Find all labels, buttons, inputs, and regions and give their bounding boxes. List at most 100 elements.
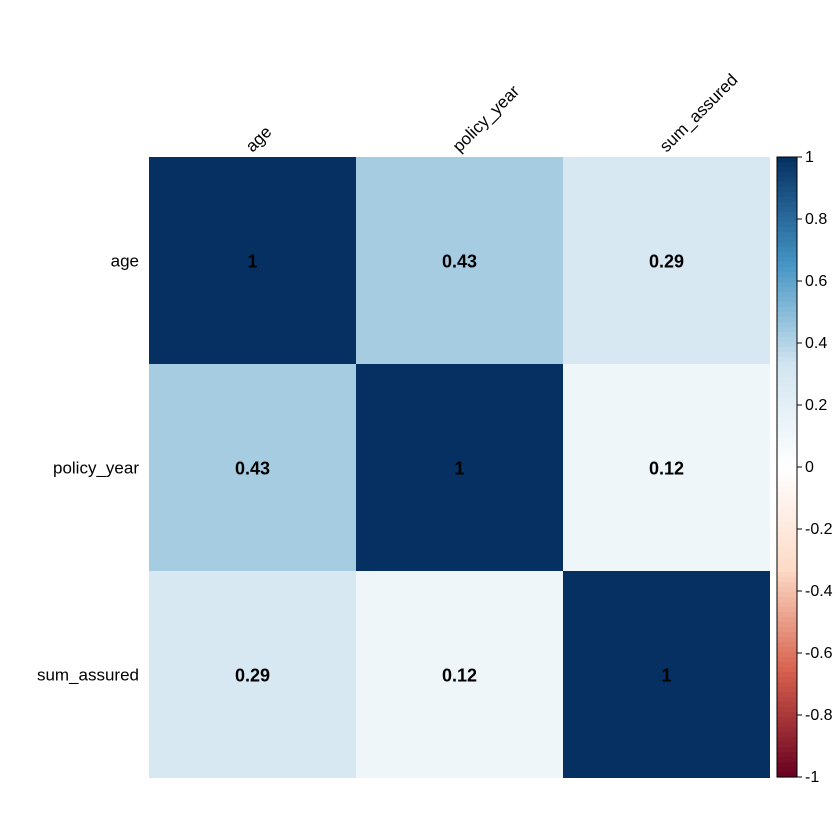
colorbar-segment [777,382,797,388]
colorbar-segment [777,572,797,578]
colorbar-segment [777,287,797,293]
colorbar-segment [777,307,797,313]
colorbar-segment [777,212,797,218]
heatmap-cell-age-age [149,157,356,364]
colorbar-segment [777,612,797,618]
colorbar-segment [777,517,797,523]
colorbar-segment [777,497,797,503]
colorbar-segment [777,347,797,353]
colorbar-segment [777,197,797,203]
colorbar-segment [777,157,797,163]
colorbar-segment [777,262,797,268]
colorbar-tick-label: 1 [805,149,814,166]
colorbar-segment [777,507,797,513]
colorbar-segment [777,767,797,773]
colorbar-segment [777,417,797,423]
colorbar-segment [777,607,797,613]
colorbar-segment [777,557,797,563]
colorbar-segment [777,752,797,758]
row-labels: age policy_year sum_assured [37,252,139,685]
colorbar-segment [777,167,797,173]
colorbar-segment [777,737,797,743]
colorbar-segment [777,632,797,638]
colorbar-segment [777,712,797,718]
colorbar-segment [777,707,797,713]
colorbar-segment [777,522,797,528]
colorbar-segment [777,202,797,208]
colorbar-segment [777,457,797,463]
colorbar-segment [777,642,797,648]
colorbar-segment [777,252,797,258]
colorbar-segment [777,652,797,658]
colorbar-segment [777,402,797,408]
colorbar-segment [777,467,797,473]
colorbar-segment [777,472,797,478]
colorbar-tick-label: -1 [805,769,819,786]
heatmap-cell-sum_assured-sum_assured [563,571,770,778]
colorbar-segment [777,407,797,413]
colorbar-segment [777,337,797,343]
colorbar-segment [777,237,797,243]
colorbar-segment [777,577,797,583]
colorbar-segment [777,627,797,633]
colorbar: 1 0.8 0.6 0.4 0.2 0 -0.2 -0.4 -0.6 -0.8 -1 [776,149,833,786]
cell-value-label: 0.29 [235,666,270,686]
row-label-age: age [111,252,139,271]
heatmap-cell-age-policy_year [356,157,563,364]
colorbar-segment [777,187,797,193]
colorbar-segment [777,482,797,488]
colorbar-segment [777,327,797,333]
colorbar-segment [777,192,797,198]
colorbar-segment [777,602,797,608]
colorbar-segment [777,292,797,298]
colorbar-segment [777,387,797,393]
heatmap-cell-policy_year-age [149,364,356,571]
colorbar-segment [777,697,797,703]
colorbar-tick-label: 0.8 [805,211,827,228]
colorbar-segment [777,657,797,663]
colorbar-segment [777,587,797,593]
cell-value-label: 0.43 [235,459,270,479]
colorbar-segment [777,272,797,278]
colorbar-segment [777,207,797,213]
colorbar-segment [777,397,797,403]
cell-value-label: 0.12 [649,459,684,479]
colorbar-segment [777,582,797,588]
colorbar-segment [777,552,797,558]
colorbar-segment [777,727,797,733]
colorbar-segment [777,662,797,668]
colorbar-segment [777,722,797,728]
colorbar-segment [777,547,797,553]
colorbar-segment [777,772,797,778]
colorbar-segment [777,672,797,678]
colorbar-segment [777,392,797,398]
colorbar-segment [777,592,797,598]
colorbar-segment [777,637,797,643]
colorbar-tick-label: 0.4 [805,335,827,352]
colorbar-segment [777,222,797,228]
colorbar-segment [777,162,797,168]
colorbar-segment [777,682,797,688]
colorbar-segment [777,757,797,763]
cell-value-label: 1 [247,252,257,272]
colorbar-segment [777,667,797,673]
colorbar-segment [777,537,797,543]
column-labels: age policy_year sum_assured [242,70,742,156]
cell-value-label: 1 [661,666,671,686]
colorbar-segment [777,357,797,363]
colorbar-segment [777,617,797,623]
colorbar-segment [777,247,797,253]
colorbar-segment [777,442,797,448]
colorbar-segment [777,302,797,308]
colorbar-segment [777,562,797,568]
colorbar-segment [777,527,797,533]
colorbar-tick-label: -0.4 [805,583,833,600]
colorbar-segment [777,487,797,493]
colorbar-segment [777,542,797,548]
colorbar-segment [777,732,797,738]
heatmap-cell-policy_year-policy_year [356,364,563,571]
colorbar-segment [777,762,797,768]
cell-value-label: 0.29 [649,252,684,272]
colorbar-segment [777,332,797,338]
colorbar-segment [777,532,797,538]
